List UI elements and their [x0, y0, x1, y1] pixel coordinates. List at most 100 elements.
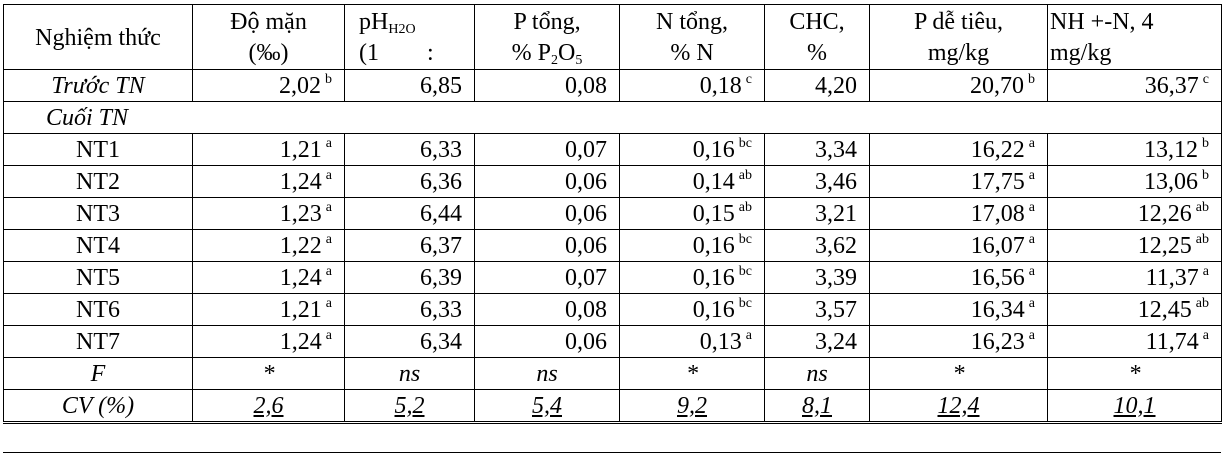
- stat-cell: 12,4: [869, 389, 1048, 424]
- value-cell: 6,37: [344, 229, 475, 262]
- table-body: Trước TN 2,02 b 6,85 0,08 0,18 c 4,20 20,70 b 36,…: [3, 69, 1222, 424]
- stat-value: 5,2: [394, 392, 425, 419]
- before-row: Trước TN 2,02 b 6,85 0,08 0,18 c 4,20 20,70 b 36,…: [3, 69, 1222, 102]
- treatment-row: NT2 1,24 a 6,36 0,06 0,14 ab 3,46 17,75 a 13,06 b: [3, 165, 1222, 198]
- section-row: Cuối TN: [3, 101, 1222, 134]
- row-label: NT6: [3, 293, 193, 326]
- value-cell: 6,34: [344, 325, 475, 358]
- cell-value: 0,06: [565, 168, 607, 195]
- value-cell: 1,24 a: [192, 325, 345, 358]
- cell-value: 0,08: [565, 296, 607, 323]
- stat-value: 10,1: [1113, 392, 1156, 419]
- value-cell: 0,16 bc: [619, 133, 765, 166]
- row-label: CV (%): [3, 389, 193, 424]
- value-cell: 1,24 a: [192, 261, 345, 294]
- cell-value: 11,37: [1145, 264, 1199, 291]
- treatment-row: NT7 1,24 a 6,34 0,06 0,13 a 3,24 16,23 a 11,74 a: [3, 325, 1222, 358]
- value-cell: 0,18 c: [619, 69, 765, 102]
- value-cell: 0,16 bc: [619, 261, 765, 294]
- value-cell: 12,45 ab: [1047, 293, 1222, 326]
- cell-value: 0,16: [692, 264, 735, 291]
- significance-letter: a: [1028, 327, 1035, 343]
- stat-cell: 9,2: [619, 389, 765, 424]
- significance-letter: b: [325, 71, 332, 87]
- cell-value: 1,24: [279, 328, 322, 355]
- treatment-row: NT4 1,22 a 6,37 0,06 0,16 bc 3,62 16,07 a 12,25 ab: [3, 229, 1222, 262]
- stat-value: 9,2: [677, 392, 707, 419]
- value-cell: 0,14 ab: [619, 165, 765, 198]
- value-cell: 6,85: [344, 69, 475, 102]
- stat-cell: *: [192, 357, 345, 390]
- treatment-row: NT6 1,21 a 6,33 0,08 0,16 bc 3,57 16,34 a 12,45 ab: [3, 293, 1222, 326]
- stat-value: 8,1: [802, 392, 832, 419]
- cell-value: 0,06: [565, 328, 607, 355]
- cell-value: 0,06: [565, 232, 607, 259]
- significance-letter: a: [325, 295, 332, 311]
- stat-cell: ns: [764, 357, 870, 390]
- cell-value: 3,46: [815, 168, 857, 195]
- significance-letter: ab: [1195, 231, 1209, 247]
- cell-value: 0,13: [699, 328, 742, 355]
- stat-cell: 5,4: [474, 389, 620, 424]
- header-treatment: Nghiệm thức: [3, 4, 193, 70]
- significance-letter: a: [1028, 135, 1035, 151]
- significance-letter: a: [745, 327, 752, 343]
- header-salinity: Độ mặn (‰): [192, 4, 345, 70]
- cell-value: 1,23: [279, 200, 322, 227]
- cell-value: 1,24: [279, 264, 322, 291]
- value-cell: 0,15 ab: [619, 197, 765, 230]
- stat-cell: ns: [474, 357, 620, 390]
- stat-value: ns: [806, 360, 828, 387]
- stat-value: ns: [398, 360, 421, 387]
- value-cell: 17,75 a: [869, 165, 1048, 198]
- significance-letter: a: [1202, 263, 1209, 279]
- value-cell: 16,56 a: [869, 261, 1048, 294]
- significance-letter: a: [325, 135, 332, 151]
- stat-cell: ns: [344, 357, 475, 390]
- cell-value: 16,23: [970, 328, 1025, 355]
- cell-value: 16,34: [970, 296, 1025, 323]
- value-cell: 12,25 ab: [1047, 229, 1222, 262]
- cell-value: 0,07: [565, 136, 607, 163]
- value-cell: 3,46: [764, 165, 870, 198]
- row-label: F: [3, 357, 193, 390]
- value-cell: 6,39: [344, 261, 475, 294]
- cell-value: 16,07: [970, 232, 1025, 259]
- cell-value: 12,25: [1137, 232, 1192, 259]
- value-cell: 16,23 a: [869, 325, 1048, 358]
- value-cell: 1,21 a: [192, 133, 345, 166]
- significance-letter: ab: [738, 199, 752, 215]
- value-cell: 16,22 a: [869, 133, 1048, 166]
- value-cell: 0,06: [474, 197, 620, 230]
- value-cell: 3,34: [764, 133, 870, 166]
- stat-value: 2,6: [253, 392, 284, 419]
- value-cell: 0,16 bc: [619, 293, 765, 326]
- cell-value: 0,16: [692, 136, 735, 163]
- significance-letter: a: [1028, 231, 1035, 247]
- significance-letter: bc: [738, 231, 752, 247]
- cell-value: 4,20: [815, 72, 857, 99]
- significance-letter: ab: [1195, 295, 1209, 311]
- stat-cell: 8,1: [764, 389, 870, 424]
- cell-value: 36,37: [1144, 72, 1199, 99]
- significance-letter: a: [325, 167, 332, 183]
- cell-value: 0,18: [699, 72, 742, 99]
- value-cell: 20,70 b: [869, 69, 1048, 102]
- significance-letter: a: [1028, 167, 1035, 183]
- stat-value: *: [262, 360, 275, 387]
- significance-letter: a: [1028, 263, 1035, 279]
- value-cell: 0,08: [474, 293, 620, 326]
- value-cell: 0,07: [474, 261, 620, 294]
- stat-value: *: [1128, 360, 1141, 387]
- cell-value: 3,34: [815, 136, 857, 163]
- cell-value: 13,12: [1144, 136, 1198, 163]
- stat-value: *: [952, 360, 965, 387]
- stat-value: 12,4: [937, 392, 980, 419]
- stat-value: *: [686, 360, 698, 387]
- row-label: NT1: [3, 133, 193, 166]
- cell-value: 3,39: [815, 264, 857, 291]
- stat-value: 5,4: [532, 392, 562, 419]
- row-label: NT3: [3, 197, 193, 230]
- row-label: NT5: [3, 261, 193, 294]
- value-cell: 16,34 a: [869, 293, 1048, 326]
